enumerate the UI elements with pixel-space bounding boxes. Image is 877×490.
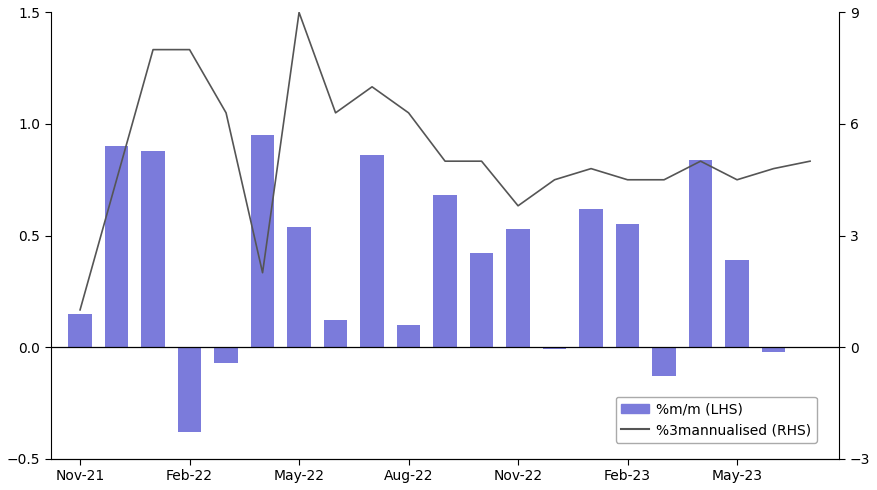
Bar [324,320,347,347]
Bar [214,347,238,363]
Bar [579,209,602,347]
Bar [178,347,202,432]
Bar [470,253,494,347]
Bar [141,151,165,347]
Bar [543,347,567,349]
Bar [360,155,384,347]
Bar [68,314,92,347]
Bar [287,226,311,347]
Bar [396,325,420,347]
Bar [725,260,749,347]
Bar [762,347,786,351]
Bar [652,347,676,376]
Bar [506,229,530,347]
Bar [104,147,128,347]
Legend: %m/m (LHS), %3mannualised (RHS): %m/m (LHS), %3mannualised (RHS) [616,397,816,443]
Bar [616,224,639,347]
Bar [433,196,457,347]
Bar [688,160,712,347]
Bar [251,135,275,347]
